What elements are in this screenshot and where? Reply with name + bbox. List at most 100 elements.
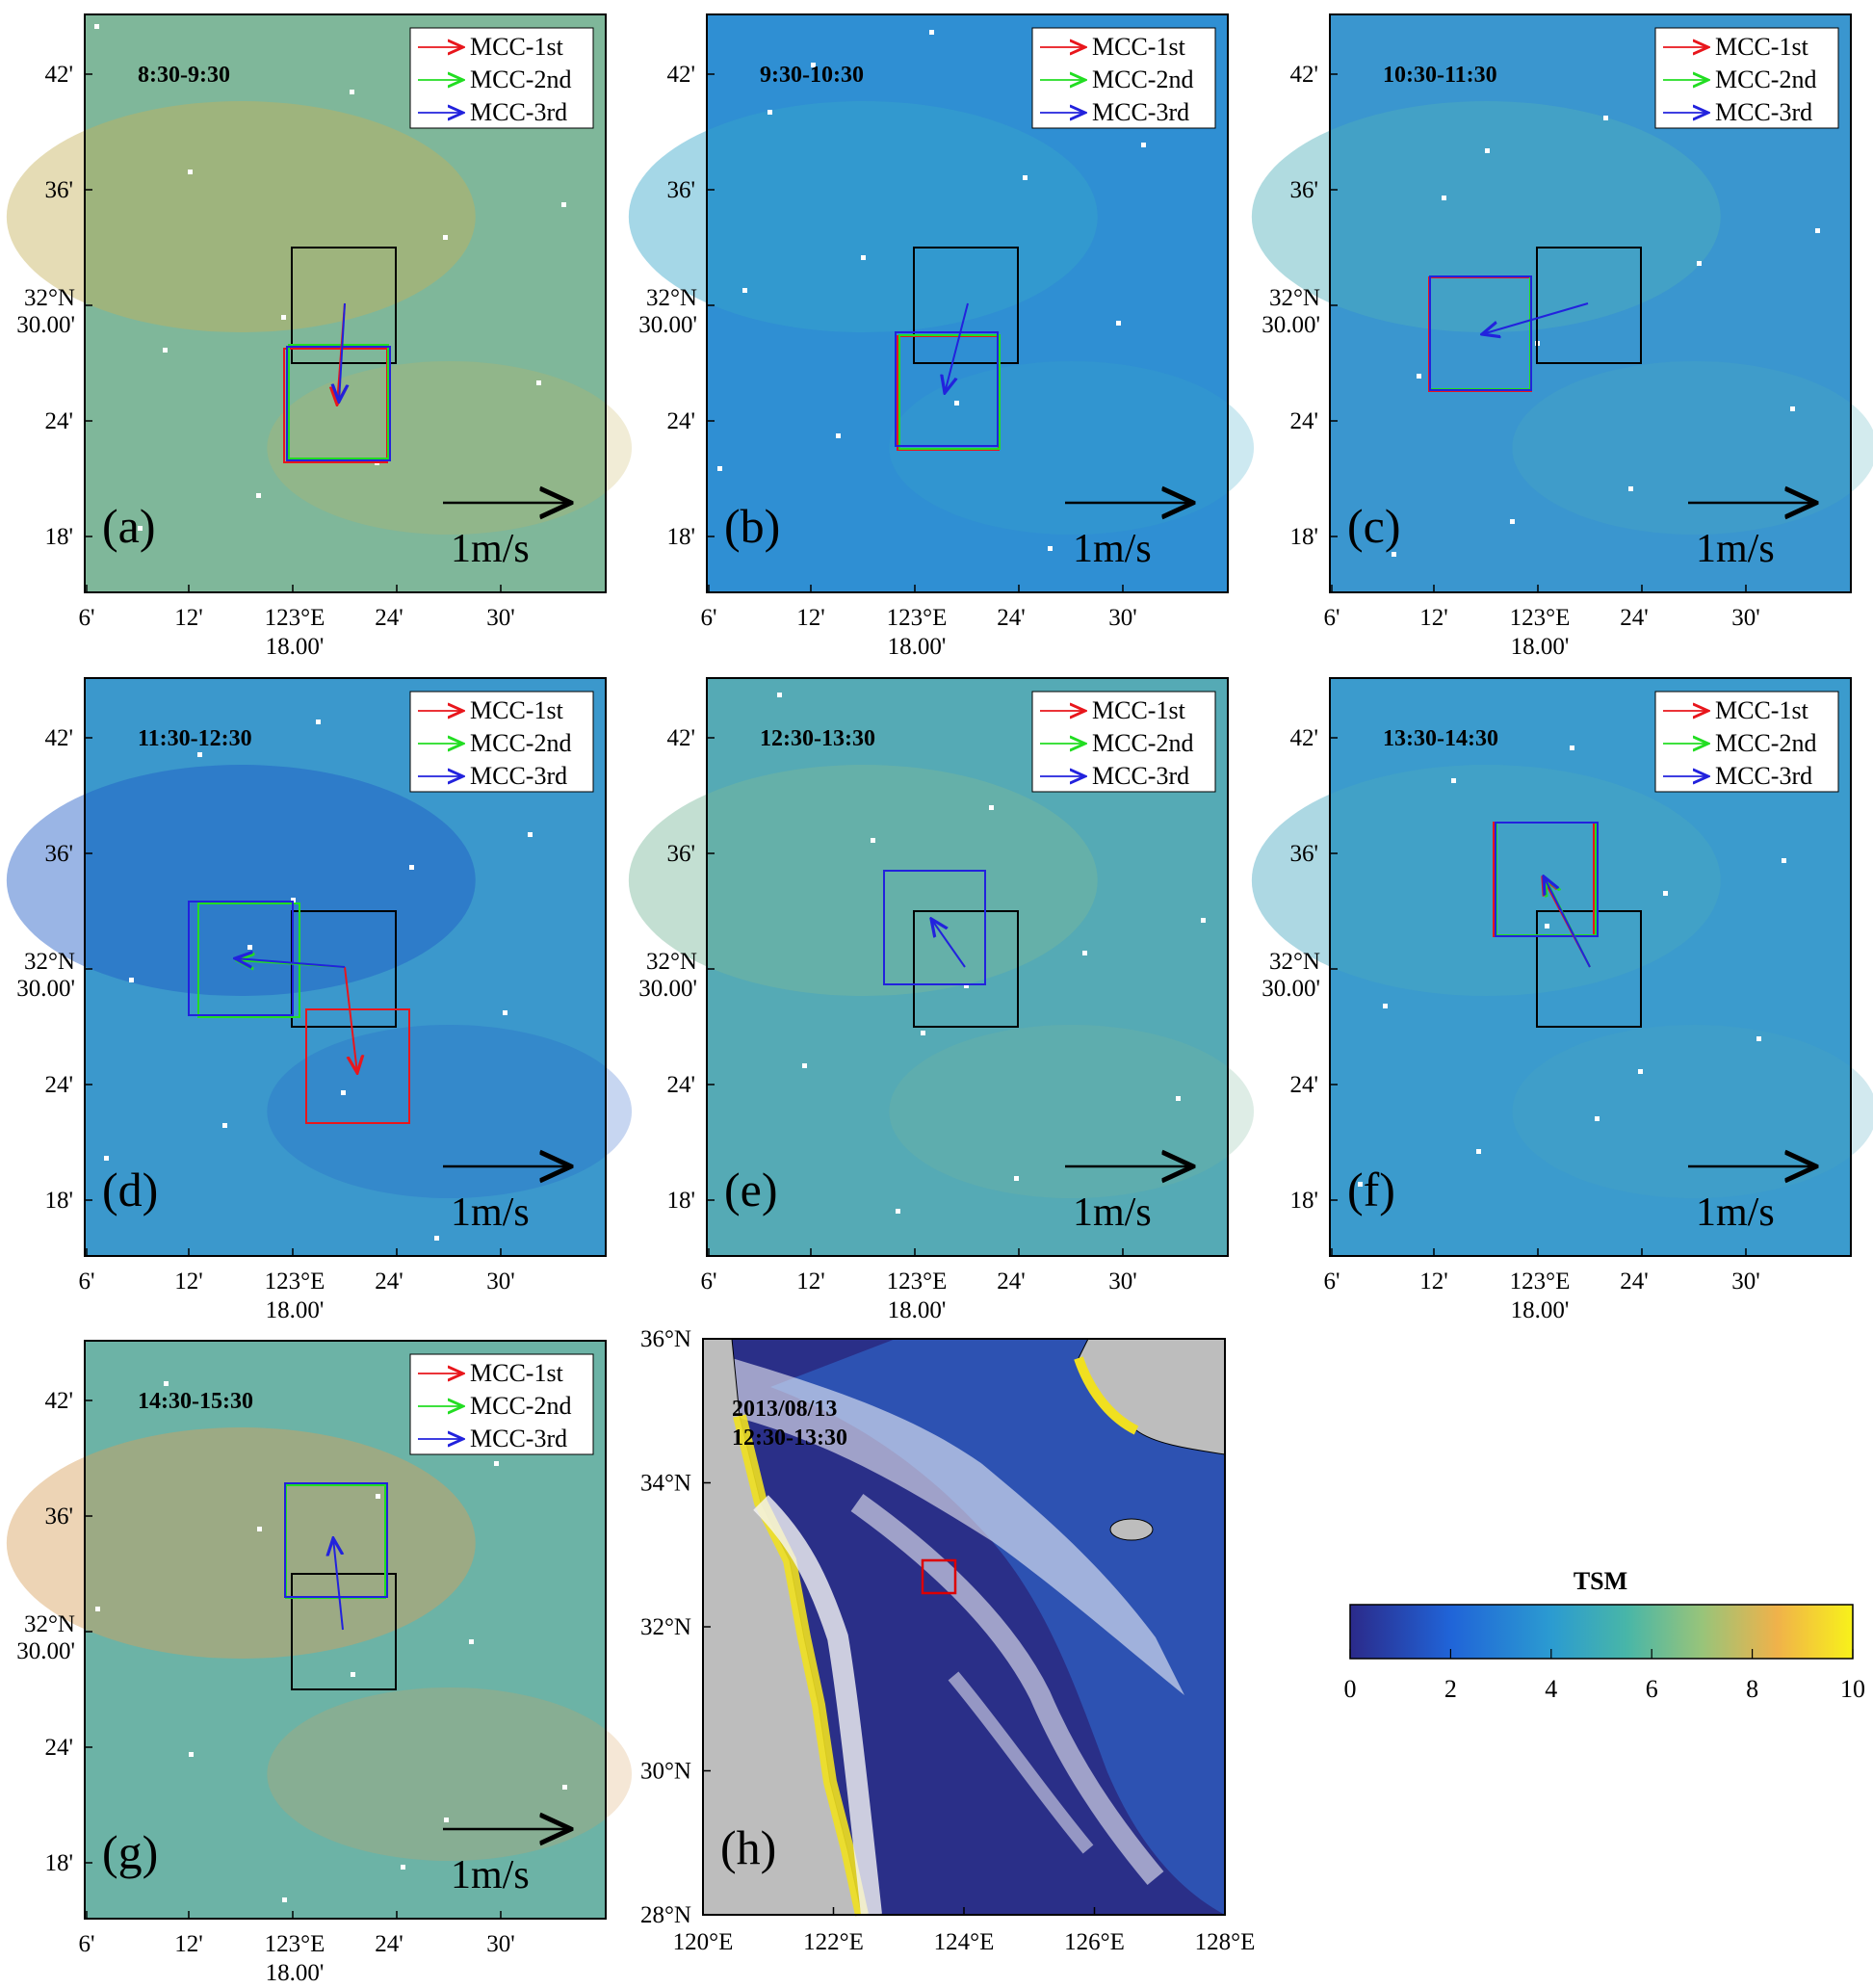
- y-center-label-bottom: 30.00': [16, 976, 75, 1002]
- map-panel-7: 14:30-15:30 (g) MCC-1st MCC-2nd MCC-3rd 1m/s 4…: [6, 1340, 633, 1986]
- y-tick-label: 36': [1289, 841, 1318, 867]
- panel-letter: (f): [1347, 1163, 1395, 1216]
- legend-label-1: MCC-1st: [470, 1359, 564, 1387]
- x-tick-label: 6': [78, 1931, 94, 1957]
- displacement-arrow-mcc3: [339, 302, 345, 402]
- y-tick-label: 42': [666, 725, 695, 751]
- x-tick-label: 12': [1419, 605, 1448, 631]
- y-tick-label: 18': [666, 524, 695, 550]
- panel-frame: [1329, 13, 1852, 593]
- panel-frame: [706, 13, 1229, 593]
- x-tick-label: 30': [486, 1931, 515, 1957]
- panel-time-label: 8:30-9:30: [138, 63, 230, 88]
- displacement-arrow-mcc3: [945, 302, 969, 393]
- y-tick-label: 24': [666, 408, 695, 434]
- y-tick-label: 36': [44, 177, 73, 203]
- colorbar-gradient: [1349, 1604, 1854, 1660]
- reference-window: [1536, 910, 1642, 1028]
- displacement-arrow-mcc3: [333, 1538, 343, 1631]
- y-tick-label: 18': [44, 524, 73, 550]
- x-center-label-top: 123°E: [1510, 605, 1571, 631]
- x-tick-label: 30': [1108, 1269, 1137, 1295]
- x-tick-label: 6': [1323, 1269, 1340, 1295]
- legend-label-1: MCC-1st: [1715, 696, 1809, 724]
- overview-y-tick-label: 28°N: [640, 1902, 691, 1928]
- x-tick-label: 6': [700, 605, 716, 631]
- overview-time: 12:30-13:30: [732, 1426, 847, 1451]
- mcc-legend: MCC-1st MCC-2nd MCC-3rd: [409, 1353, 594, 1455]
- search-window-mcc2: [898, 334, 1001, 450]
- map-panel-3: 10:30-11:30 (c) MCC-1st MCC-2nd MCC-3rd 1m/s 4…: [1251, 13, 1873, 660]
- mcc-legend: MCC-1st MCC-2nd MCC-3rd: [409, 691, 594, 793]
- x-center-label-top: 123°E: [265, 605, 325, 631]
- panel-tsm-plume: [6, 101, 476, 332]
- y-tick-label: 42': [44, 62, 73, 88]
- panel-tsm-plume: [6, 765, 476, 996]
- search-window-mcc2: [197, 902, 300, 1018]
- y-center-label-bottom: 30.00': [1262, 976, 1320, 1002]
- y-tick-label: 42': [44, 725, 73, 751]
- y-tick-label: 24': [666, 1072, 695, 1098]
- panel-tsm-plume: [628, 101, 1098, 332]
- panel-frame: [84, 677, 607, 1257]
- scale-label: 1m/s: [1696, 1190, 1775, 1235]
- y-tick-label: 18': [44, 1850, 73, 1876]
- x-tick-label: 30': [1108, 605, 1137, 631]
- panel-letter: (e): [724, 1163, 778, 1216]
- y-tick-label: 24': [44, 1735, 73, 1761]
- legend-label-3: MCC-3rd: [1092, 98, 1189, 126]
- overview-map-panel: 2013/08/13 12:30-13:30 (h) 120°E 122°E 124…: [640, 1326, 1255, 1955]
- legend-label-3: MCC-3rd: [470, 98, 567, 126]
- x-tick-label: 24': [375, 1931, 403, 1957]
- scale-label: 1m/s: [451, 1190, 530, 1235]
- legend-label-1: MCC-1st: [1092, 696, 1186, 724]
- x-tick-label: 30': [486, 605, 515, 631]
- mcc-legend: MCC-1st MCC-2nd MCC-3rd: [1031, 691, 1216, 793]
- scale-label: 1m/s: [1696, 527, 1775, 571]
- y-center-label-bottom: 30.00': [1262, 312, 1320, 338]
- panel-letter: (b): [724, 499, 780, 553]
- map-panel-2: 9:30-10:30 (b) MCC-1st MCC-2nd MCC-3rd 1m/s 42…: [628, 13, 1255, 660]
- mcc-legend: MCC-1st MCC-2nd MCC-3rd: [1654, 691, 1839, 793]
- overview-y-tick-label: 36°N: [640, 1326, 691, 1352]
- colorbar-tick-label: 8: [1746, 1675, 1758, 1703]
- y-tick-label: 42': [666, 62, 695, 88]
- x-tick-label: 24': [1620, 1269, 1649, 1295]
- search-window-mcc3: [883, 870, 986, 985]
- displacement-arrow-mcc3: [235, 958, 346, 967]
- colorbar-tick-label: 10: [1840, 1675, 1865, 1703]
- map-panel-1: 8:30-9:30 (a) MCC-1st MCC-2nd MCC-3rd 1m/s 42'…: [6, 13, 633, 660]
- x-center-label-bottom: 18.00': [266, 1960, 325, 1986]
- x-tick-label: 6': [700, 1269, 716, 1295]
- x-tick-label: 12': [174, 1931, 203, 1957]
- x-tick-label: 24': [375, 605, 403, 631]
- panel-letter: (g): [102, 1825, 158, 1879]
- x-tick-label: 24': [1620, 605, 1649, 631]
- y-center-label-bottom: 30.00': [638, 976, 697, 1002]
- panel-frame: [84, 13, 607, 593]
- x-tick-label: 30': [1731, 605, 1760, 631]
- overview-y-tick-label: 30°N: [640, 1759, 691, 1785]
- map-panel-6: 13:30-14:30 (f) MCC-1st MCC-2nd MCC-3rd 1m/s 4…: [1251, 677, 1873, 1323]
- x-tick-label: 30': [1731, 1269, 1760, 1295]
- mcc-legend: MCC-1st MCC-2nd MCC-3rd: [409, 27, 594, 129]
- y-tick-label: 18': [1289, 524, 1318, 550]
- overview-x-tick-label: 124°E: [934, 1929, 995, 1955]
- y-tick-label: 36': [666, 841, 695, 867]
- reference-window: [291, 1573, 397, 1690]
- mcc-legend: MCC-1st MCC-2nd MCC-3rd: [1031, 27, 1216, 129]
- scale-label: 1m/s: [451, 527, 530, 571]
- x-center-label-bottom: 18.00': [1511, 634, 1570, 660]
- panel-letter: (d): [102, 1163, 158, 1216]
- y-tick-label: 24': [1289, 408, 1318, 434]
- reference-window: [1536, 247, 1642, 364]
- displacement-arrow-mcc1: [344, 966, 357, 1073]
- x-center-label-top: 123°E: [265, 1931, 325, 1957]
- y-tick-label: 24': [44, 1072, 73, 1098]
- search-window-mcc1: [305, 1008, 410, 1124]
- panel-letter: (c): [1347, 499, 1401, 553]
- overview-x-tick-label: 128°E: [1195, 1929, 1256, 1955]
- x-tick-label: 24': [997, 1269, 1026, 1295]
- colorbar-tick-label: 0: [1344, 1675, 1357, 1703]
- legend-label-1: MCC-1st: [470, 696, 564, 724]
